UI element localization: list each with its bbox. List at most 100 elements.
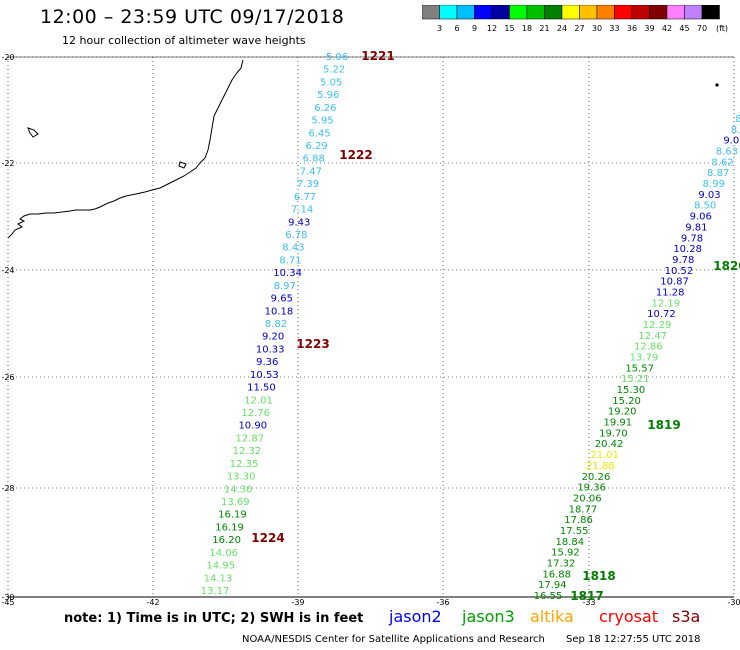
wave-height-value: 6.88 [303, 154, 325, 165]
wave-height-value: 14.30 [224, 484, 253, 495]
wave-height-value: 9.0 [723, 136, 739, 147]
wave-height-value: 20.06 [573, 493, 602, 504]
wave-height-value: 16.19 [218, 510, 247, 521]
pass-number-label: 1222 [339, 148, 372, 162]
wave-height-value: 16.19 [215, 522, 244, 533]
legend-jason2: jason2 [389, 607, 442, 626]
wave-height-value: 6.26 [314, 103, 336, 114]
wave-height-value: 12.29 [643, 320, 672, 331]
wave-height-value: 20.42 [595, 439, 624, 450]
colorbar-tick-label: 12 [487, 24, 497, 33]
wave-height-value: 9.06 [690, 212, 712, 223]
colorbar-tick-label: 42 [662, 24, 672, 33]
coastline [7, 59, 244, 239]
wave-height-value: 5.05 [320, 77, 342, 88]
legend-altika: altika [530, 607, 574, 626]
wave-height-value: 10.52 [665, 266, 694, 277]
colorbar-swatch [701, 5, 720, 20]
wave-height-value: 6.77 [294, 192, 316, 203]
colorbar-tick-label: 3 [437, 24, 442, 33]
colorbar-tick-label: 45 [679, 24, 689, 33]
wave-height-value: 14.95 [206, 561, 235, 572]
wave-height-value: 12.86 [634, 342, 663, 353]
wave-height-value: 19.20 [608, 407, 637, 418]
colorbar-tick-label: 9 [472, 24, 477, 33]
wave-height-value: 16.55 [534, 591, 563, 602]
wave-height-value: 16.88 [542, 569, 571, 580]
wave-height-value: 15.92 [551, 548, 580, 559]
latitude-tick-label: -30 [1, 593, 14, 602]
wave-height-value: 6.29 [306, 141, 328, 152]
wave-height-value: 8.71 [279, 255, 301, 266]
latitude-tick-label: -26 [1, 373, 14, 382]
wave-height-value: 15.20 [612, 396, 641, 407]
wave-height-value: 19.36 [577, 483, 606, 494]
wave-height-value: 8.97 [274, 281, 296, 292]
legend-cryosat: cryosat [599, 607, 659, 626]
pass-number-label: 1817 [570, 589, 603, 603]
wave-height-value: 17.86 [564, 515, 593, 526]
wave-height-value: 8.99 [703, 179, 725, 190]
wave-height-value: 15.30 [617, 385, 646, 396]
wave-height-value: 16.20 [212, 535, 241, 546]
credit-line: NOAA/NESDIS Center for Satellite Applica… [242, 634, 545, 645]
longitude-tick-label: -36 [436, 598, 449, 606]
page-title: 12:00 – 23:59 UTC 09/17/2018 [40, 6, 345, 28]
wave-height-value: 9.03 [698, 190, 720, 201]
wave-height-value: 8.62 [711, 157, 733, 168]
axis-labels: -45 -42 -39 -36 -33 -30 -20 -22 -24 -26 -28 -30 [1, 53, 740, 606]
wave-height-value: 12.35 [230, 459, 259, 470]
footnote: note: 1) Time is in UTC; 2) SWH is in fe… [64, 611, 364, 626]
wave-height-value: 18.77 [569, 504, 598, 515]
wave-height-value: 9.43 [288, 217, 310, 228]
wave-height-value: 5.96 [317, 90, 339, 101]
wave-height-value: 9.36 [256, 357, 278, 368]
wave-height-value: 6.78 [285, 230, 307, 241]
pass-number-label: 1221 [361, 49, 394, 63]
wave-height-value: 8.87 [707, 168, 729, 179]
wave-height-value: 12.01 [244, 395, 273, 406]
longitude-tick-label: -39 [291, 598, 304, 606]
pass-number-label: 1818 [582, 569, 615, 583]
wave-height-value: 15.57 [625, 363, 654, 374]
latitude-tick-label: -22 [1, 159, 14, 168]
latitude-tick-label: -24 [1, 266, 14, 275]
wave-height-value: 15.21 [621, 374, 650, 385]
wave-height-map: -45 -42 -39 -36 -33 -30 -20 -22 -24 -26 -28 -30 5.0… [1, 49, 740, 606]
legend-jason3: jason3 [462, 607, 515, 626]
wave-height-value: 10.18 [265, 306, 294, 317]
wave-height-value: 18.84 [555, 537, 584, 548]
wave-height-value: 11.28 [656, 287, 685, 298]
pass-number-label: 1224 [251, 531, 284, 545]
coastal-islet-small [178, 161, 187, 169]
wave-height-value: 8. [735, 114, 740, 125]
longitude-tick-label: -30 [727, 598, 740, 606]
wave-height-value: 19.70 [599, 428, 628, 439]
colorbar-tick-label: 39 [644, 24, 654, 33]
wave-height-value: 9.78 [681, 233, 703, 244]
altimeter-track-1: 5.06 5.225.05 5.96 6.26 5.956.45 6.29 6.887.47… [201, 52, 348, 597]
colorbar-tick-label: 15 [504, 24, 514, 33]
colorbar-tick-label: 33 [609, 24, 619, 33]
wave-height-value: 13.30 [227, 472, 256, 483]
wave-height-value: 8. [731, 125, 740, 136]
longitude-tick-label: -42 [146, 598, 159, 606]
longitude-tick-label: -45 [1, 598, 14, 606]
wave-height-value: 12.47 [638, 331, 667, 342]
wave-height-value: 17.32 [547, 558, 576, 569]
wave-height-value: 7.39 [297, 179, 319, 190]
wave-height-value: 10.90 [238, 421, 267, 432]
wave-height-value: 11.50 [247, 383, 276, 394]
pass-number-label: 1819 [647, 418, 680, 432]
wave-height-value: 10.34 [273, 268, 302, 279]
latitude-tick-label: -20 [1, 53, 14, 62]
colorbar-tick-label: 70 [697, 24, 707, 33]
wave-height-value: 6.45 [308, 128, 330, 139]
generated-timestamp: Sep 18 12:27:55 UTC 2018 [566, 634, 701, 645]
wave-height-value: 8.50 [694, 201, 716, 212]
wave-height-value: 19.91 [603, 418, 632, 429]
wave-height-value: 9.65 [271, 294, 293, 305]
wave-height-value: 10.72 [647, 309, 676, 320]
wave-height-value: 17.94 [538, 580, 567, 591]
wave-height-value: 7.14 [291, 205, 313, 216]
